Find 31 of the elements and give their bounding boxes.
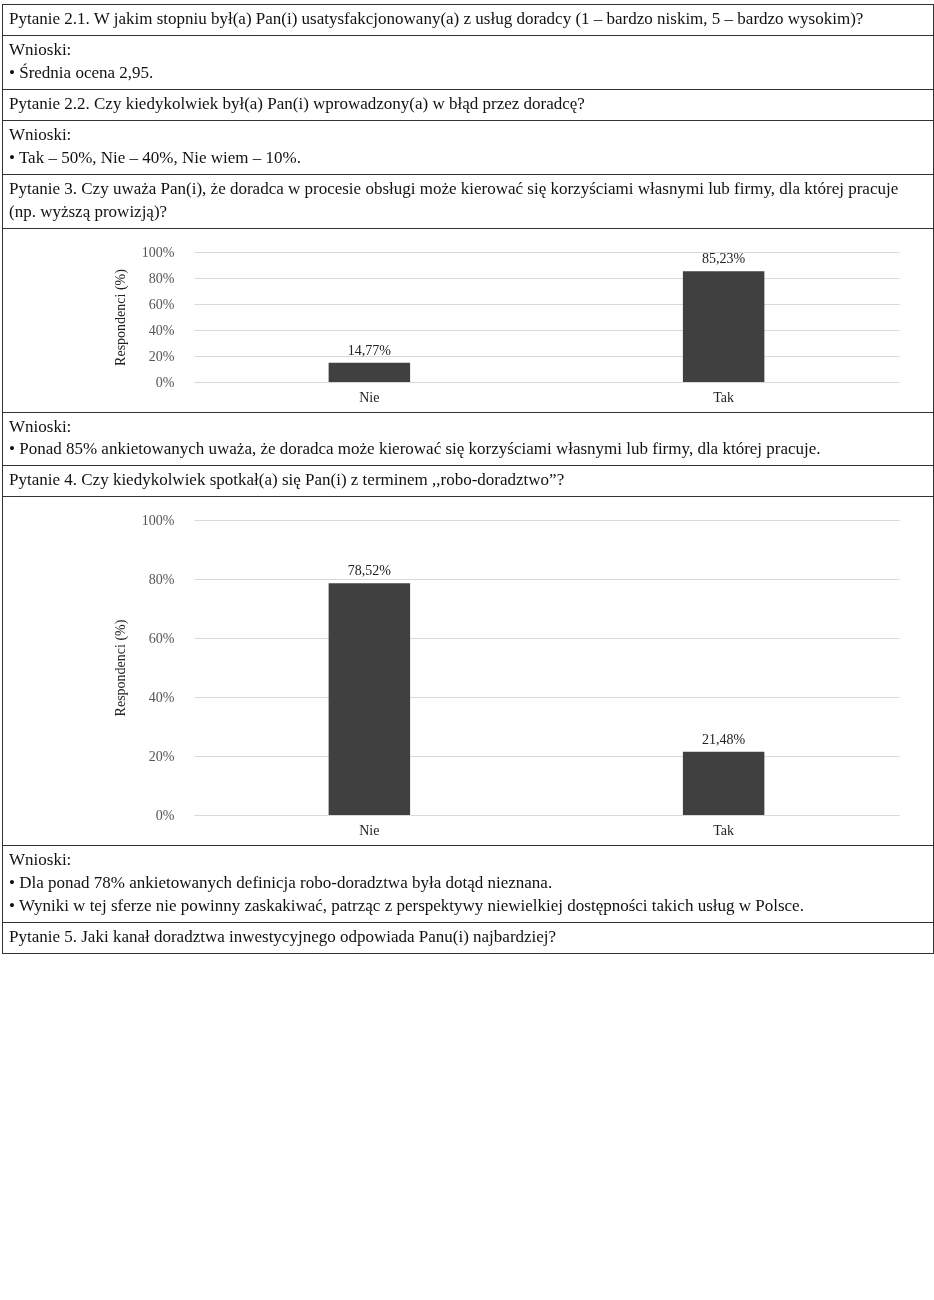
text: Pytanie 2.1. W jakim stopniu był(a) Pan(i) usatysfakcjonowany(a) z usług doradcy (1 – bardzo niskim, 5 – bardzo wysokim)? (3, 5, 933, 36)
y-tick-label: 20% (148, 348, 175, 363)
y-tick-label: 40% (148, 322, 175, 337)
y-axis-title: Respondenci (%) (112, 619, 129, 717)
text: Wnioski: • Tak – 50%, Nie – 40%, Nie wiem – 10%. (3, 120, 933, 175)
y-tick-label: 100% (141, 512, 175, 528)
y-tick-label: 60% (148, 630, 175, 646)
x-tick-label: Nie (359, 389, 380, 404)
data-label: 21,48% (702, 731, 746, 747)
text: Pytanie 5. Jaki kanał doradztwa inwestycyjnego odpowiada Panu(i) najbardziej? (3, 923, 933, 955)
y-tick-label: 80% (148, 571, 175, 587)
data-label: 85,23% (702, 250, 746, 266)
x-tick-label: Tak (713, 822, 735, 838)
x-tick-label: Tak (713, 389, 735, 404)
y-tick-label: 0% (155, 374, 175, 389)
data-label: 78,52% (347, 563, 392, 579)
data-label: 14,77% (347, 342, 392, 358)
text: Pytanie 4. Czy kiedykolwiek spotkał(a) się Pan(i) z terminem ,,robo-doradztwo”? (3, 466, 933, 498)
y-tick-label: 100% (141, 244, 175, 259)
text: Wnioski: • Dla ponad 78% ankietowanych definicja robo-doradztwa była dotąd nieznana. • Wyniki w tej sferze nie powinny zaskakiwać, patrząc z perspektywy niewielkiej dostępności takich usług w Polsce. (3, 846, 933, 924)
y-axis-title: Respondenci (%) (112, 268, 129, 366)
y-tick-label: 60% (148, 296, 175, 311)
y-tick-label: 0% (155, 807, 175, 823)
text: Wnioski: • Ponad 85% ankietowanych uważa, że doradca może kierować się korzyściami własnymi lub firmy, dla której pracuje. (3, 412, 933, 467)
y-tick-label: 20% (148, 748, 175, 764)
y-tick-label: 40% (148, 689, 175, 705)
text: Pytanie 3. Czy uważa Pan(i), że doradca w procesie obsługi może kierować się korzyściami własnymi lub firmy, dla której pracuje (np. wyższą prowizją)? (3, 174, 933, 229)
text: Wnioski: • Średnia ocena 2,95. (3, 35, 933, 90)
text: Pytanie 2.2. Czy kiedykolwiek był(a) Pan(i) wprowadzony(a) w błąd przez doradcę? (3, 89, 933, 121)
y-tick-label: 80% (148, 270, 175, 285)
x-tick-label: Nie (359, 822, 380, 838)
